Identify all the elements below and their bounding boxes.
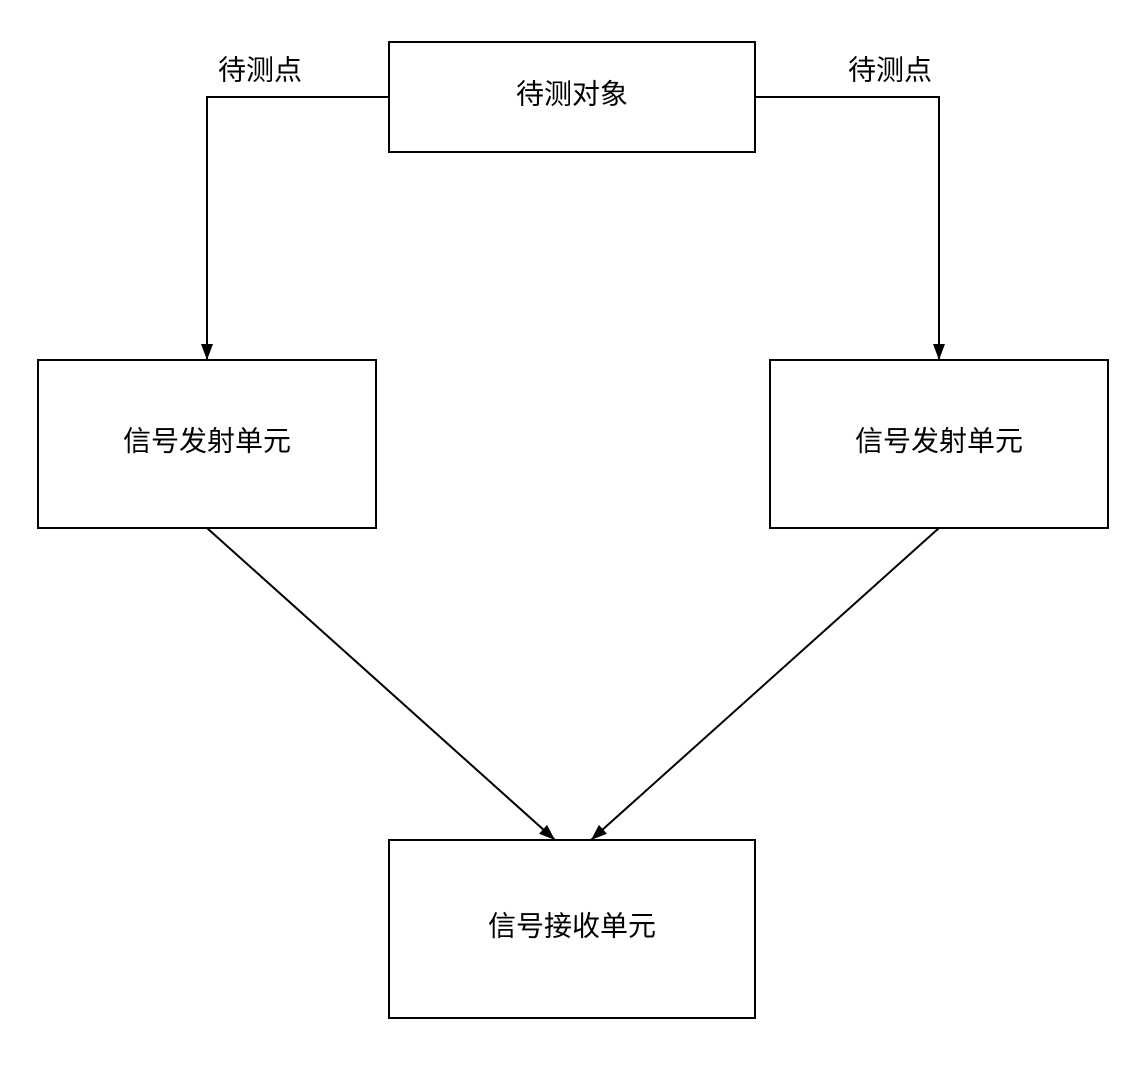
- node-bottom-label: 信号接收单元: [488, 910, 656, 942]
- edge-label: 待测点: [848, 54, 932, 86]
- edge: [207, 97, 389, 360]
- arrowhead: [933, 344, 945, 360]
- edge: [591, 528, 939, 840]
- edge: [207, 528, 555, 840]
- node-left-label: 信号发射单元: [123, 425, 291, 457]
- edge-label: 待测点: [218, 54, 302, 86]
- node-top-label: 待测对象: [516, 78, 628, 110]
- arrowhead: [201, 344, 213, 360]
- edge: [755, 97, 939, 360]
- node-right-label: 信号发射单元: [855, 425, 1023, 457]
